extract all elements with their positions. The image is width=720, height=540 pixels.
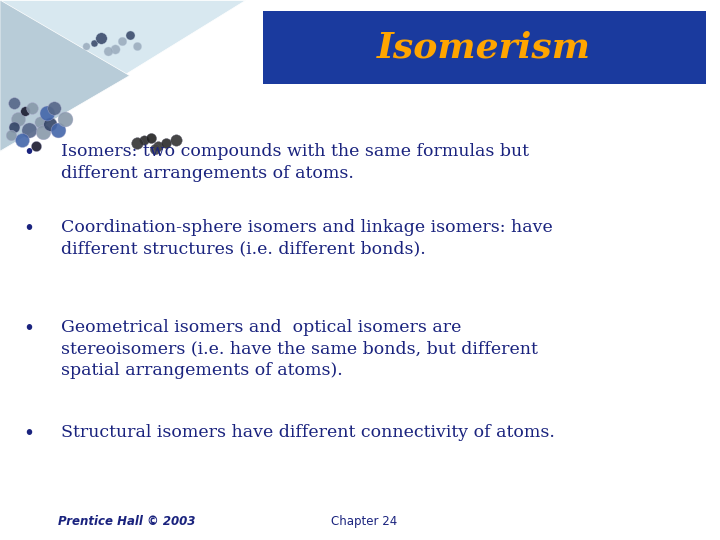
Point xyxy=(102,47,114,56)
Text: Geometrical isomers and  optical isomers are
stereoisomers (i.e. have the same b: Geometrical isomers and optical isomers … xyxy=(61,319,538,379)
Point xyxy=(27,104,38,112)
Point xyxy=(59,114,71,123)
Point xyxy=(131,139,143,147)
Text: Isomerism: Isomerism xyxy=(377,30,591,64)
Point xyxy=(145,133,157,142)
Point xyxy=(30,141,42,150)
Point xyxy=(5,131,17,139)
FancyBboxPatch shape xyxy=(263,11,706,84)
Point xyxy=(45,120,56,129)
Point xyxy=(88,39,99,48)
Text: Isomers: two compounds with the same formulas but
different arrangements of atom: Isomers: two compounds with the same for… xyxy=(61,143,529,181)
Point xyxy=(160,139,171,147)
Point xyxy=(16,136,27,145)
Text: Coordination-sphere isomers and linkage isomers: have
different structures (i.e.: Coordination-sphere isomers and linkage … xyxy=(61,219,553,257)
Text: •: • xyxy=(23,143,35,162)
Point xyxy=(37,128,49,137)
Text: Chapter 24: Chapter 24 xyxy=(331,515,397,528)
Text: •: • xyxy=(23,319,35,338)
Text: Prentice Hall © 2003: Prentice Hall © 2003 xyxy=(58,515,195,528)
Point xyxy=(117,36,128,45)
Point xyxy=(153,141,164,150)
Point xyxy=(9,98,20,107)
Point xyxy=(12,114,24,123)
Point xyxy=(95,33,107,42)
Point xyxy=(124,31,135,39)
Point xyxy=(34,117,45,126)
Polygon shape xyxy=(0,0,130,151)
Point xyxy=(41,109,53,118)
Point xyxy=(19,106,31,115)
Point xyxy=(131,42,143,50)
Point xyxy=(149,144,161,153)
Point xyxy=(9,123,20,131)
Point xyxy=(52,125,63,134)
Text: •: • xyxy=(23,219,35,238)
Point xyxy=(171,136,182,145)
Point xyxy=(81,42,92,50)
Point xyxy=(109,44,121,53)
Polygon shape xyxy=(0,0,245,151)
Point xyxy=(23,125,35,134)
Text: •: • xyxy=(23,424,35,443)
Text: Structural isomers have different connectivity of atoms.: Structural isomers have different connec… xyxy=(61,424,555,441)
Point xyxy=(48,104,60,112)
Point xyxy=(138,136,150,145)
